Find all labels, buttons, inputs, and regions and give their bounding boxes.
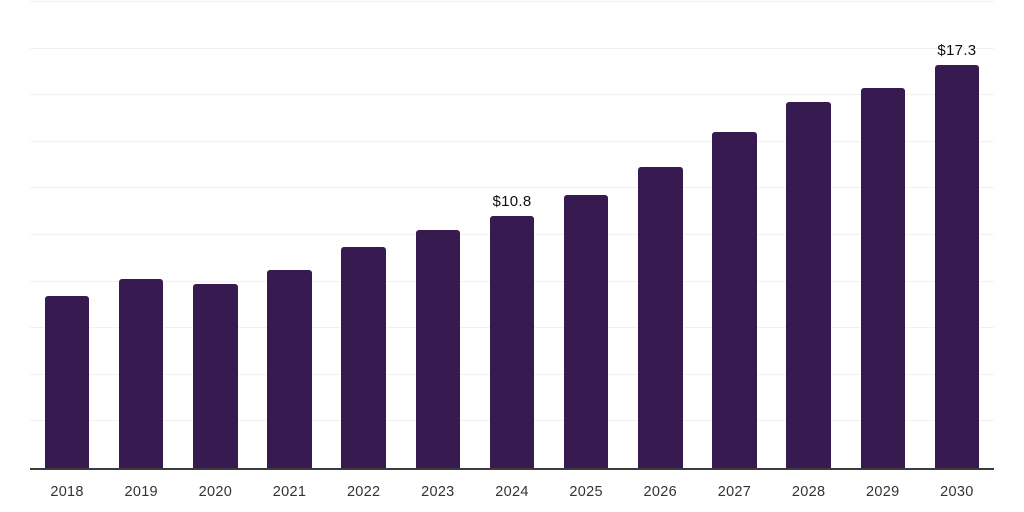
bars-container: $10.8 $17.3 [30, 2, 994, 468]
x-axis-line [30, 468, 994, 470]
bar-2022[interactable] [341, 246, 386, 468]
bar-2026[interactable] [638, 167, 683, 468]
bar-2024[interactable] [489, 216, 535, 468]
bar-2030[interactable] [934, 64, 980, 468]
x-tick-label-2018: 2018 [50, 483, 84, 500]
bar-2018[interactable] [44, 295, 90, 468]
gridline-20 [30, 1, 994, 2]
x-axis-labels: 2018 2019 2020 2021 2022 2023 2024 2025 2026 2027… [30, 483, 994, 505]
x-tick-label-2023: 2023 [421, 483, 455, 500]
x-tick-label-2026: 2026 [643, 483, 678, 500]
bar-2023[interactable] [415, 230, 461, 468]
value-label-2030: $17.3 [937, 41, 977, 59]
bar-2028[interactable] [786, 102, 831, 468]
x-tick-label-2024: 2024 [495, 483, 529, 500]
plot-area: $10.8 $17.3 [30, 1, 994, 468]
x-tick-label-2028: 2028 [791, 483, 826, 500]
bar-2029[interactable] [860, 88, 906, 468]
bar-2021[interactable] [267, 269, 312, 468]
x-tick-label-2029: 2029 [866, 483, 900, 500]
x-tick-label-2019: 2019 [124, 483, 158, 500]
x-tick-label-2025: 2025 [569, 483, 603, 500]
x-tick-label-2030: 2030 [940, 483, 974, 500]
x-tick-label-2022: 2022 [346, 483, 381, 500]
bar-2027[interactable] [712, 132, 757, 468]
x-tick-label-2027: 2027 [717, 483, 752, 500]
gridline-18 [30, 47, 994, 49]
gridline-16 [30, 94, 994, 96]
gridline-14 [30, 140, 994, 142]
value-label-2024: $10.8 [492, 193, 532, 211]
x-tick-label-2020: 2020 [198, 483, 233, 500]
bar-2019[interactable] [118, 279, 164, 468]
bar-2020[interactable] [193, 283, 238, 468]
bar-2025[interactable] [563, 195, 609, 468]
x-tick-label-2021: 2021 [272, 483, 307, 500]
gridline-12 [30, 187, 994, 189]
